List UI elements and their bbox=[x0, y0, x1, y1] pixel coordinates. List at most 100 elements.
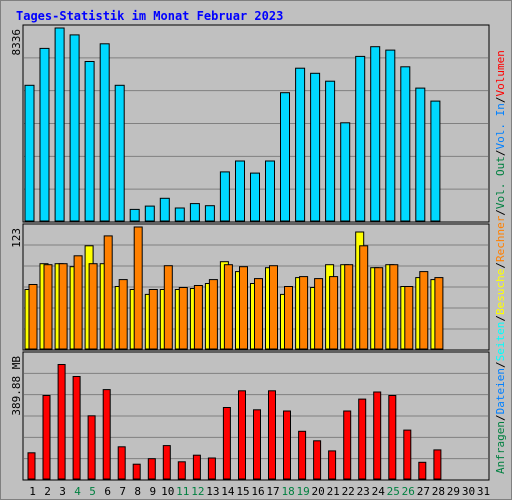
x-tick-day-17: 17 bbox=[266, 485, 279, 498]
bar-volumen-day-28 bbox=[433, 449, 442, 480]
y-max-label: 123 bbox=[10, 228, 23, 248]
bar-anfragen-day-23 bbox=[355, 55, 366, 222]
bar-anfragen-day-27 bbox=[415, 87, 426, 222]
bar-anfragen-day-8 bbox=[129, 208, 140, 222]
x-tick-day-8: 8 bbox=[134, 485, 141, 498]
bar-anfragen-day-17 bbox=[265, 160, 275, 222]
bar-volumen-day-3 bbox=[57, 364, 66, 480]
panel-volume: 389.88 MB bbox=[10, 351, 490, 481]
bar-rechner-day-15 bbox=[239, 266, 248, 350]
bar-rechner-day-17 bbox=[269, 265, 278, 350]
x-tick-day-29: 29 bbox=[447, 485, 460, 498]
bar-volumen-day-7 bbox=[117, 446, 126, 480]
legend-item: Vol. In bbox=[494, 103, 507, 149]
x-tick-day-4: 4 bbox=[74, 485, 81, 498]
x-tick-day-10: 10 bbox=[161, 485, 174, 498]
bar-anfragen-day-14 bbox=[219, 171, 230, 222]
bar-rechner-day-8 bbox=[133, 226, 143, 350]
bar-rechner-day-24 bbox=[374, 267, 384, 350]
legend-item: / bbox=[494, 361, 507, 368]
bar-volumen-day-25 bbox=[388, 395, 397, 480]
bar-anfragen-day-16 bbox=[250, 172, 260, 222]
y-max-label: 8336 bbox=[10, 29, 23, 56]
x-tick-day-25: 25 bbox=[387, 485, 400, 498]
bar-volumen-day-9 bbox=[147, 458, 156, 480]
bar-volumen-day-10 bbox=[162, 445, 171, 480]
bar-anfragen-day-6 bbox=[99, 43, 110, 222]
bar-volumen-day-15 bbox=[238, 390, 246, 480]
bar-rechner-day-22 bbox=[344, 264, 354, 350]
bar-volumen-day-4 bbox=[72, 376, 81, 480]
bar-rechner-day-20 bbox=[314, 278, 324, 350]
panel-requests: 8336 bbox=[10, 24, 490, 223]
bar-anfragen-day-25 bbox=[385, 49, 396, 222]
legend-item: Anfragen bbox=[494, 421, 507, 474]
bar-volumen-day-8 bbox=[132, 463, 141, 480]
legend-item: Besuche bbox=[494, 269, 507, 315]
bar-anfragen-day-22 bbox=[340, 122, 351, 222]
x-tick-day-9: 9 bbox=[149, 485, 156, 498]
bar-rechner-day-13 bbox=[208, 279, 218, 350]
x-tick-day-23: 23 bbox=[357, 485, 370, 498]
panel-visits: 123 bbox=[10, 223, 490, 351]
x-tick-day-1: 1 bbox=[29, 485, 36, 498]
legend-item: Vol. Out bbox=[494, 156, 507, 209]
x-tick-day-7: 7 bbox=[119, 485, 126, 498]
legend-item: Dateien bbox=[494, 368, 507, 414]
x-tick-day-15: 15 bbox=[236, 485, 249, 498]
bar-anfragen-day-7 bbox=[114, 84, 125, 222]
x-tick-day-21: 21 bbox=[327, 485, 340, 498]
x-tick-day-28: 28 bbox=[432, 485, 445, 498]
bar-volumen-day-23 bbox=[358, 398, 367, 480]
bar-rechner-day-18 bbox=[284, 286, 293, 350]
bar-rechner-day-25 bbox=[389, 264, 399, 350]
bar-volumen-day-12 bbox=[192, 454, 201, 480]
bar-rechner-day-12 bbox=[193, 285, 203, 350]
legend-right: Anfragen/Dateien/Seiten/Besuche/Rechner/… bbox=[494, 50, 507, 474]
y-max-label: 389.88 MB bbox=[10, 356, 23, 416]
x-tick-day-22: 22 bbox=[342, 485, 355, 498]
x-tick-day-31: 31 bbox=[477, 485, 490, 498]
legend-item: / bbox=[494, 315, 507, 322]
bar-volumen-day-2 bbox=[42, 395, 51, 480]
bar-volumen-day-6 bbox=[102, 389, 111, 480]
x-tick-day-2: 2 bbox=[44, 485, 51, 498]
bar-anfragen-day-21 bbox=[325, 80, 336, 222]
bar-volumen-day-24 bbox=[373, 391, 382, 480]
bar-rechner-day-14 bbox=[223, 264, 233, 350]
legend-item: / bbox=[494, 414, 507, 421]
legend-item: / bbox=[494, 149, 507, 156]
bar-rechner-day-5 bbox=[88, 263, 98, 350]
bar-volumen-day-13 bbox=[207, 457, 216, 480]
bar-anfragen-day-5 bbox=[84, 61, 95, 222]
bar-anfragen-day-13 bbox=[204, 205, 215, 222]
bar-rechner-day-1 bbox=[28, 284, 38, 350]
bar-anfragen-day-28 bbox=[430, 100, 441, 222]
bar-rechner-day-26 bbox=[404, 286, 414, 350]
bar-rechner-day-9 bbox=[148, 289, 158, 350]
bar-rechner-day-28 bbox=[434, 277, 444, 350]
x-tick-day-20: 20 bbox=[311, 485, 324, 498]
chart-title: Tages-Statistik im Monat Februar 2023 bbox=[16, 9, 283, 23]
bar-anfragen-day-9 bbox=[144, 205, 155, 222]
bar-anfragen-day-10 bbox=[159, 197, 170, 222]
x-tick-labels: 1 2 3 4 5 6 7 8 9 10 11 12 13 14 15 16 17 18 19 20 21 22 23 24 2… bbox=[29, 485, 490, 498]
bar-volumen-day-21 bbox=[328, 450, 337, 480]
x-tick-day-12: 12 bbox=[191, 485, 204, 498]
bar-rechner-day-16 bbox=[254, 278, 263, 350]
legend-item: / bbox=[494, 262, 507, 269]
legend-item: Rechner bbox=[494, 215, 507, 262]
bar-anfragen-day-12 bbox=[189, 203, 200, 222]
bar-anfragen-day-15 bbox=[235, 160, 245, 222]
legend-item: / bbox=[494, 209, 507, 216]
bar-anfragen-day-18 bbox=[280, 92, 290, 222]
bar-rechner-day-23 bbox=[359, 245, 369, 350]
bar-rechner-day-21 bbox=[329, 276, 339, 350]
x-tick-day-26: 26 bbox=[402, 485, 415, 498]
legend-item: Volumen bbox=[494, 50, 507, 96]
x-tick-day-19: 19 bbox=[296, 485, 309, 498]
bar-volumen-day-27 bbox=[418, 461, 427, 480]
bar-volumen-day-19 bbox=[298, 430, 307, 480]
bar-volumen-day-18 bbox=[283, 410, 291, 480]
